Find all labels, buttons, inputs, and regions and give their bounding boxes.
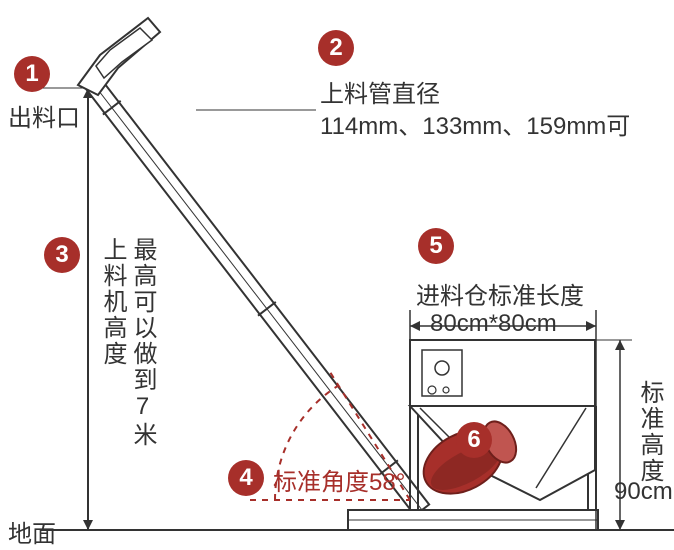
label-std-height-value: 90cm <box>614 478 673 506</box>
badge-2: 2 <box>318 30 354 66</box>
label-tube-diameter-title: 上料管直径 <box>320 74 440 109</box>
diagram-canvas: 1 2 3 4 5 6 出料口 上料管直径 114mm、133mm、159mm可… <box>0 0 674 550</box>
label-max-height: 最高可以做到7米 <box>125 237 160 497</box>
badge-6: 6 <box>456 422 492 458</box>
label-outlet: 出料口 <box>8 98 80 133</box>
label-angle: 标准角度58° <box>273 462 405 497</box>
badge-5: 5 <box>418 228 454 264</box>
badge-3: 3 <box>44 237 80 273</box>
label-tube-diameter-values: 114mm、133mm、159mm可 <box>320 106 630 141</box>
label-ground: 地面 <box>8 514 56 549</box>
label-std-height: 标准高度 <box>632 380 667 490</box>
label-hopper-length-title: 进料仓标准长度 <box>416 276 584 311</box>
label-hopper-length-value: 80cm*80cm <box>430 310 557 338</box>
badge-1: 1 <box>14 56 50 92</box>
badge-4: 4 <box>228 460 264 496</box>
